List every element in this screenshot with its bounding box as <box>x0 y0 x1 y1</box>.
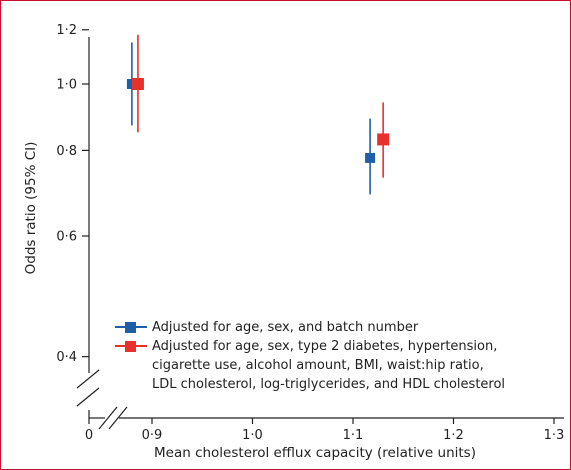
y-tick-label: 1·0 <box>56 78 77 93</box>
series-1 <box>126 42 376 195</box>
legend-entry-2: Adjusted for age, sex, type 2 diabetes, … <box>115 339 505 392</box>
x-tick-label: 0·9 <box>142 428 163 443</box>
x-tick-label: 0 <box>85 428 93 443</box>
legend-entry-1: Adjusted for age, sex, and batch number <box>115 320 419 335</box>
y-axis-break-mark <box>76 369 100 389</box>
point-marker <box>365 152 376 163</box>
legend-label: Adjusted for age, sex, and batch number <box>152 320 419 335</box>
legend-label: Adjusted for age, sex, type 2 diabetes, … <box>152 339 497 354</box>
x-tick-label: 1·3 <box>544 428 565 443</box>
y-tick-label: 0·4 <box>56 350 77 365</box>
point-marker <box>126 79 137 89</box>
axes <box>76 37 564 430</box>
legend-label: cigarette use, alcohol amount, BMI, wais… <box>152 358 484 373</box>
x-axis-break-mark <box>108 406 128 430</box>
y-tick-label: 1·2 <box>56 23 77 38</box>
x-axis-title: Mean cholesterol efflux capacity (relati… <box>154 445 476 461</box>
y-axis-title: Odds ratio (95% CI) <box>23 142 39 275</box>
legend-marker <box>125 322 136 333</box>
point-marker <box>377 133 390 146</box>
y-axis-break-mark <box>76 387 100 407</box>
series-2 <box>131 34 390 178</box>
x-tick-label: 1·1 <box>343 428 364 443</box>
legend-label: LDL cholesterol, log-triglycerides, and … <box>152 377 505 392</box>
legend-marker <box>125 341 136 352</box>
y-tick-label: 0·8 <box>56 144 77 159</box>
x-axis-break-mark <box>98 406 118 430</box>
point-marker <box>131 78 144 90</box>
data-marks <box>126 34 390 195</box>
x-tick-label: 1·0 <box>242 428 263 443</box>
legend: Adjusted for age, sex, and batch number A… <box>115 320 505 392</box>
y-tick-label: 0·6 <box>56 230 77 245</box>
ticks: 0·40·60·81·01·200·91·01·11·21·31·4 <box>56 23 565 443</box>
x-tick-label: 1·2 <box>443 428 464 443</box>
